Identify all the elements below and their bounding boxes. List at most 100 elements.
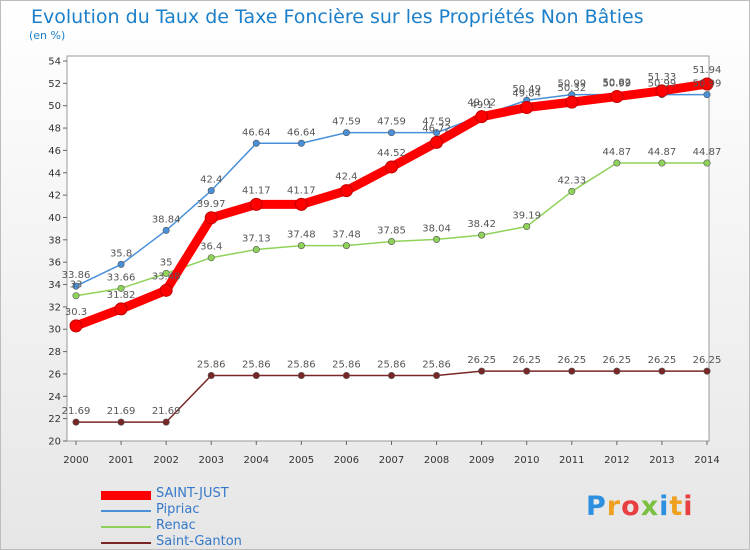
y-tick-label: 46	[48, 146, 61, 157]
x-tick-label: 2008	[424, 455, 449, 466]
data-point	[207, 372, 215, 380]
data-label: 51.94	[693, 65, 722, 76]
data-point	[568, 367, 576, 375]
data-point	[72, 282, 80, 290]
data-label: 49.84	[512, 88, 541, 99]
data-label: 42.4	[200, 175, 222, 186]
data-point	[610, 90, 624, 104]
data-point	[117, 418, 125, 426]
data-label: 49.1	[471, 100, 493, 111]
legend-label: Pipriac	[156, 502, 200, 517]
data-label: 26.25	[467, 355, 496, 366]
data-label: 41.17	[242, 185, 271, 196]
logo-letter: i	[659, 491, 670, 522]
data-point	[204, 211, 218, 225]
data-label: 30.3	[65, 307, 87, 318]
data-label: 21.69	[152, 406, 181, 417]
logo-letter: r	[606, 491, 622, 522]
data-point	[433, 235, 441, 243]
data-point	[252, 139, 260, 147]
y-tick-label: 38	[48, 235, 61, 246]
data-label: 38.42	[467, 219, 496, 230]
data-label: 46.72	[422, 123, 451, 134]
data-label: 46.64	[287, 127, 316, 138]
data-label: 47.59	[422, 117, 451, 128]
data-point	[565, 95, 579, 109]
data-label: 37.85	[377, 226, 406, 237]
data-point	[162, 226, 170, 234]
logo-letter: x	[640, 491, 660, 522]
logo-letter: i	[683, 491, 694, 522]
data-label: 26.25	[648, 355, 677, 366]
y-tick-label: 26	[48, 369, 61, 380]
data-label: 46.64	[242, 127, 271, 138]
data-point	[297, 242, 305, 250]
data-label: 50.99	[557, 79, 586, 90]
chart-title: Evolution du Taux de Taxe Foncière sur l…	[31, 6, 644, 28]
y-tick-label: 32	[48, 302, 61, 313]
data-label: 39.19	[512, 211, 541, 222]
data-label: 50.82	[603, 78, 632, 89]
legend-swatch	[101, 490, 151, 500]
legend-label: Saint-Ganton	[156, 534, 242, 549]
x-tick-label: 2011	[559, 455, 584, 466]
data-point	[433, 372, 441, 380]
data-label: 25.86	[197, 360, 226, 371]
legend-label: SAINT-JUST	[156, 486, 229, 501]
data-point	[385, 160, 398, 174]
proxiti-logo: Proxiti	[586, 491, 694, 522]
x-tick-label: 2012	[604, 455, 629, 466]
data-label: 41.17	[287, 185, 316, 196]
data-label: 50.99	[603, 79, 632, 90]
data-point	[478, 231, 486, 239]
y-tick-label: 54	[48, 57, 61, 68]
x-tick-label: 2014	[694, 455, 719, 466]
data-label: 26.25	[603, 355, 632, 366]
data-label: 37.48	[332, 230, 361, 241]
x-tick-label: 2001	[108, 455, 133, 466]
data-label: 26.25	[693, 355, 722, 366]
data-point	[342, 372, 350, 380]
data-point	[342, 129, 350, 137]
data-label: 49.02	[467, 98, 496, 109]
data-point	[703, 367, 711, 375]
unit-label: (en %)	[29, 29, 66, 42]
data-label: 33.66	[107, 272, 136, 283]
legend-label: Renac	[156, 518, 196, 533]
y-tick-label: 24	[48, 392, 61, 403]
data-label: 36.4	[200, 242, 222, 253]
data-point	[433, 129, 441, 137]
data-point	[568, 187, 576, 195]
data-label: 50.99	[648, 79, 677, 90]
data-point	[703, 91, 711, 99]
data-label: 47.59	[377, 117, 406, 128]
x-tick-label: 2005	[289, 455, 314, 466]
data-point	[700, 77, 714, 91]
data-point	[114, 302, 128, 316]
x-tick-label: 2013	[649, 455, 674, 466]
data-point	[72, 418, 80, 426]
data-label: 37.48	[287, 230, 316, 241]
data-label: 25.86	[377, 360, 406, 371]
y-tick-label: 44	[48, 168, 61, 179]
data-label: 47.59	[332, 117, 361, 128]
data-label: 25.86	[287, 360, 316, 371]
logo-letter: P	[586, 491, 607, 522]
x-tick-label: 2004	[244, 455, 269, 466]
data-label: 37.13	[242, 234, 271, 245]
data-point	[249, 197, 263, 211]
data-point	[655, 84, 669, 98]
y-tick-label: 30	[48, 325, 61, 336]
legend-swatch	[101, 542, 151, 544]
data-point	[387, 238, 395, 246]
data-point	[117, 260, 125, 268]
data-point	[207, 254, 215, 262]
y-tick-label: 28	[48, 347, 61, 358]
data-label: 33.86	[62, 270, 91, 281]
data-label: 51.33	[648, 72, 677, 83]
data-label: 44.87	[693, 147, 722, 158]
data-label: 38.04	[422, 223, 451, 234]
data-label: 25.86	[242, 360, 271, 371]
data-point	[430, 135, 444, 149]
data-label: 50.49	[512, 84, 541, 95]
